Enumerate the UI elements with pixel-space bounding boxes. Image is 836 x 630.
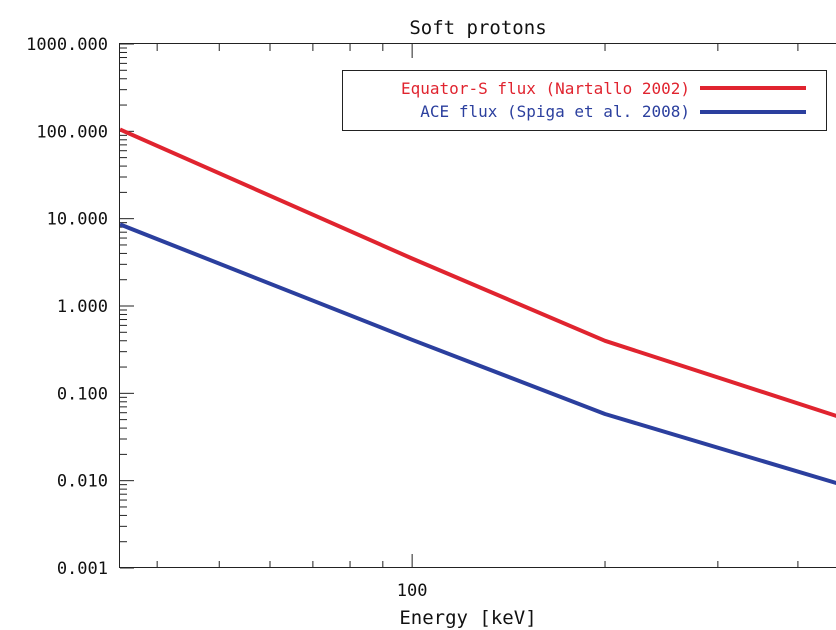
y-tick-label: 1.000 (57, 297, 108, 317)
legend-box (342, 70, 827, 131)
y-tick-label: 0.010 (57, 472, 108, 492)
y-tick-label: 0.100 (57, 384, 108, 404)
series-line-0 (120, 127, 836, 418)
y-tick-label: 10.000 (47, 210, 108, 230)
y-axis: 1000.000 100.000 10.000 1.000 0.100 0.010 0.00… (26, 35, 134, 579)
chart-title: Soft protons (409, 17, 546, 39)
y-tick-label: 100.000 (36, 122, 108, 142)
series-lines (120, 127, 836, 486)
legend: Equator-S flux (Nartallo 2002) ACE flux … (342, 70, 827, 131)
x-axis: 100 (156, 44, 799, 601)
plot-frame (119, 43, 836, 568)
legend-label-0: Equator-S flux (Nartallo 2002) (401, 79, 690, 98)
y-tick-label: 1000.000 (26, 35, 108, 55)
x-tick-label: 100 (397, 581, 428, 601)
x-axis-label: Energy [keV] (399, 607, 536, 629)
series-line-1 (120, 222, 836, 486)
y-tick-label: 0.001 (57, 559, 108, 579)
legend-label-1: ACE flux (Spiga et al. 2008) (420, 102, 690, 121)
